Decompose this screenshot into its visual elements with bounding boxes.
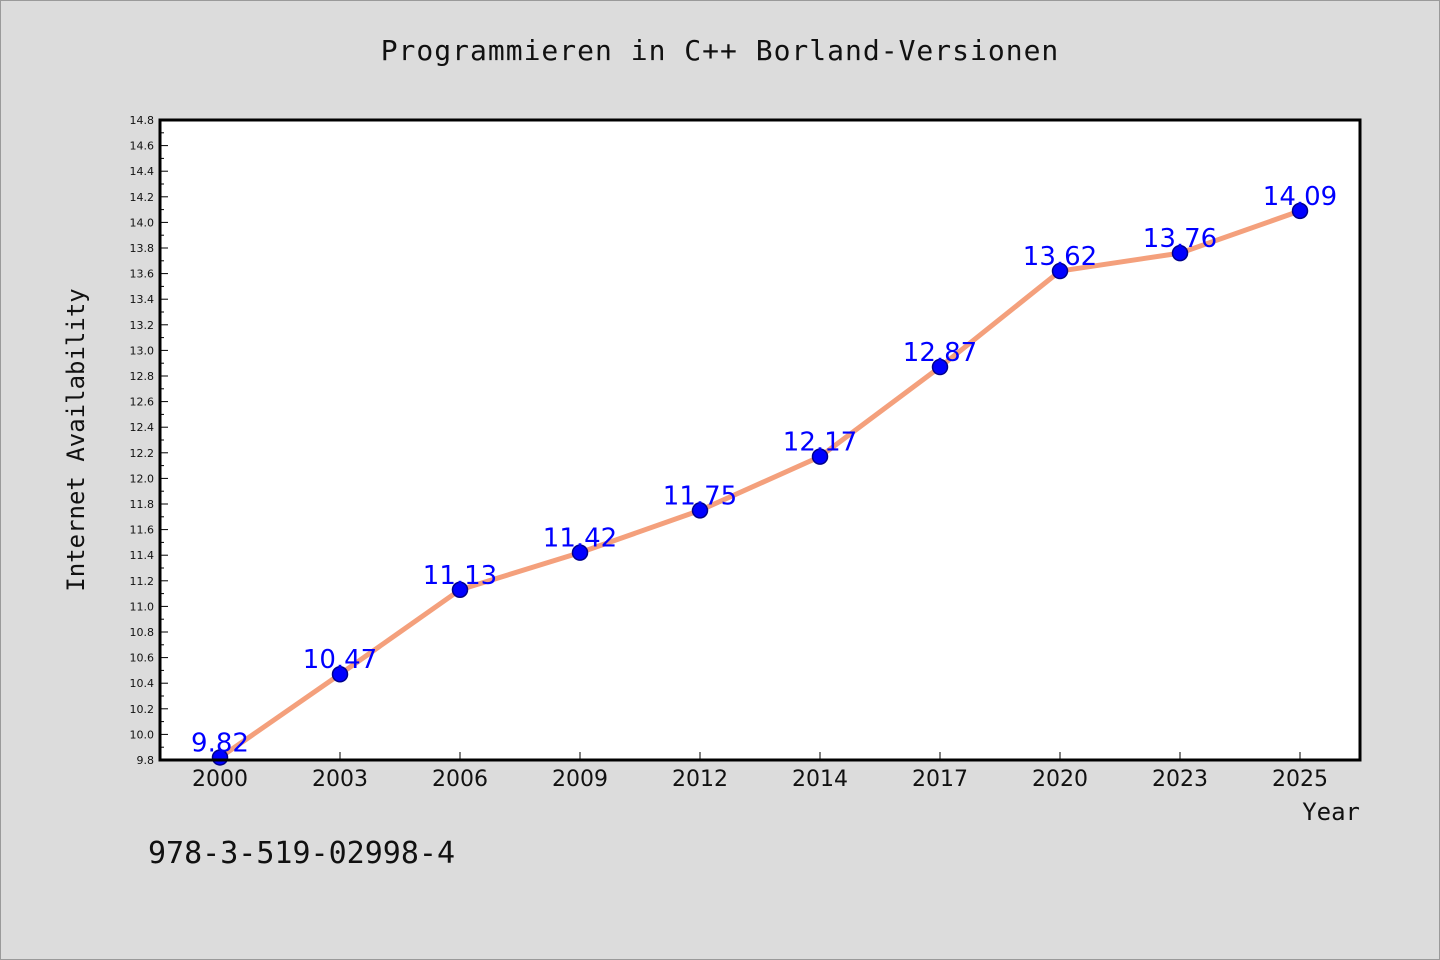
y-tick-label: 12.8 — [130, 370, 155, 383]
y-tick-label: 12.2 — [130, 447, 155, 460]
y-tick-label: 13.0 — [130, 344, 155, 357]
chart-title: Programmieren in C++ Borland-Versionen — [380, 34, 1060, 67]
data-point — [1291, 202, 1309, 220]
y-tick-label: 11.6 — [130, 524, 155, 537]
y-tick-label: 13.4 — [130, 293, 155, 306]
y-tick-label: 10.8 — [130, 626, 155, 639]
y-tick-label: 14.2 — [130, 191, 155, 204]
plot-border — [158, 118, 1362, 762]
data-label: 12.17 — [783, 428, 857, 458]
y-tick-label: 12.6 — [130, 396, 155, 409]
data-point — [331, 665, 349, 683]
y-tick-label: 13.2 — [130, 319, 155, 332]
series-layer: 9.82 10.47 11.13 11.42 11.75 12.17 12.87 13.62 1… — [191, 182, 1337, 766]
y-tick-label: 11.0 — [130, 600, 155, 613]
data-label: 11.13 — [423, 561, 497, 591]
y-axis-label: Internet Availability — [62, 288, 90, 591]
data-label: 14.09 — [1263, 182, 1337, 212]
x-tick-label: 2020 — [1032, 767, 1088, 792]
x-tick-label: 2006 — [432, 767, 488, 792]
data-label: 13.76 — [1143, 224, 1217, 254]
y-tick-label: 11.4 — [130, 549, 155, 562]
data-point — [811, 448, 829, 465]
x-axis-label: Year — [1302, 798, 1360, 826]
y-tick-label: 11.8 — [130, 498, 155, 511]
data-point — [931, 358, 949, 376]
x-tick-label: 2003 — [312, 767, 368, 792]
y-tick-label: 10.6 — [130, 652, 155, 665]
y-tick-label: 10.4 — [130, 677, 155, 690]
y-tick-label: 12.4 — [130, 421, 155, 434]
x-tick-label: 2025 — [1272, 767, 1328, 792]
data-label: 11.75 — [663, 481, 737, 511]
data-point — [1171, 244, 1189, 262]
y-tick-label: 14.0 — [130, 216, 155, 229]
y-tick-label: 13.8 — [130, 242, 155, 255]
x-tick-label: 2014 — [792, 767, 848, 792]
y-tick-label: 13.6 — [130, 268, 155, 281]
data-point — [451, 581, 469, 599]
x-tick-label: 2012 — [672, 767, 728, 792]
data-label: 10.47 — [303, 645, 377, 675]
data-label: 12.87 — [903, 338, 977, 368]
y-tick-label: 11.2 — [130, 575, 155, 588]
x-tick-label: 2017 — [912, 767, 968, 792]
data-point — [691, 502, 709, 519]
data-label: 13.62 — [1023, 242, 1097, 272]
x-tick-label: 2009 — [552, 767, 608, 792]
y-tick-label: 10.2 — [130, 703, 155, 716]
x-tick-label: 2000 — [192, 767, 248, 792]
y-axis: 9.8 10.0 10.2 10.4 10.6 10.8 11.0 11.2 11.4 11.6 1… — [130, 114, 168, 767]
data-point — [571, 544, 589, 561]
y-tick-label: 12.0 — [130, 472, 155, 485]
x-tick-label: 2023 — [1152, 767, 1208, 792]
y-tick-label: 14.6 — [130, 140, 155, 153]
y-tick-label: 14.4 — [130, 165, 155, 178]
y-tick-label: 9.8 — [137, 754, 155, 767]
plot-area — [160, 120, 1360, 760]
series-line — [217, 208, 1303, 760]
data-point — [1051, 262, 1069, 280]
data-label: 11.42 — [543, 524, 617, 554]
data-label: 9.82 — [191, 728, 249, 758]
y-tick-label: 14.8 — [130, 114, 155, 127]
isbn-footer: 978-3-519-02998-4 — [148, 836, 456, 871]
y-tick-label: 10.0 — [130, 728, 155, 741]
